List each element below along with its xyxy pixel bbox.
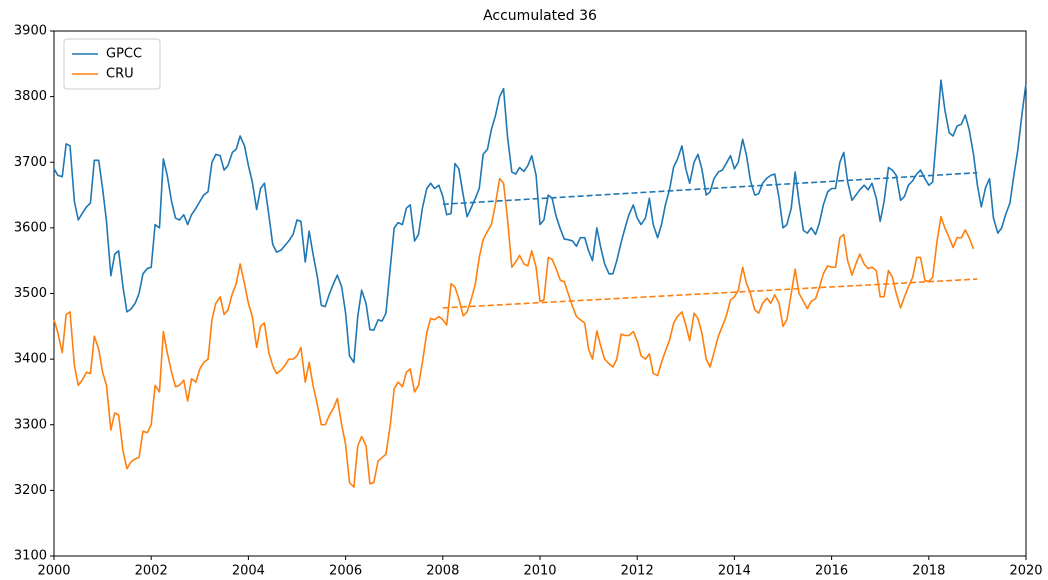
y-tick-label: 3700 bbox=[14, 155, 47, 170]
series-line bbox=[53, 177, 975, 488]
trend-line bbox=[442, 278, 978, 309]
x-tick-label: 2016 bbox=[815, 564, 848, 579]
chart-title: Accumulated 36 bbox=[483, 8, 597, 24]
y-tick-label: 3400 bbox=[14, 352, 47, 367]
x-tick-label: 2002 bbox=[135, 564, 168, 579]
y-tick-label: 3500 bbox=[14, 286, 47, 301]
y-tick-label: 3900 bbox=[14, 24, 47, 39]
x-tick-label: 2010 bbox=[523, 564, 556, 579]
x-tick-label: 2014 bbox=[718, 564, 751, 579]
x-tick-label: 2012 bbox=[621, 564, 654, 579]
legend-label: GPCC bbox=[106, 47, 142, 62]
x-tick-label: 2018 bbox=[912, 564, 945, 579]
y-tick-label: 3200 bbox=[14, 483, 47, 498]
y-tick-label: 3600 bbox=[14, 220, 47, 235]
x-tick-label: 2008 bbox=[426, 564, 459, 579]
trend-line bbox=[442, 171, 978, 206]
y-tick-label: 3300 bbox=[14, 417, 47, 432]
legend-box bbox=[63, 38, 161, 90]
y-tick-label: 3100 bbox=[14, 549, 47, 564]
legend-label: CRU bbox=[106, 67, 134, 82]
x-tick-label: 2004 bbox=[232, 564, 265, 579]
x-tick-label: 2006 bbox=[329, 564, 362, 579]
x-tick-label: 2000 bbox=[37, 564, 70, 579]
x-tick-label: 2020 bbox=[1009, 564, 1042, 579]
series-line bbox=[53, 79, 1027, 364]
y-tick-label: 3800 bbox=[14, 89, 47, 104]
